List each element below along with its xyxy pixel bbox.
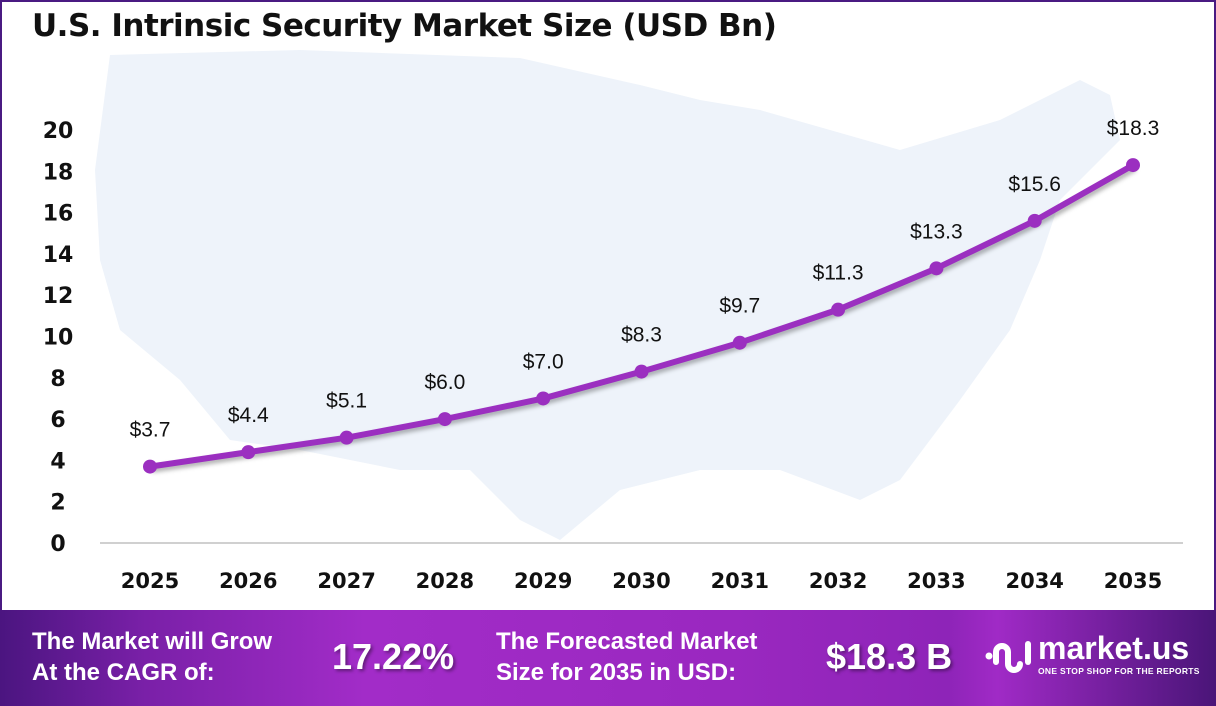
x-tick-label: 2030	[612, 569, 670, 593]
data-point	[536, 391, 551, 406]
y-tick-label: 8	[50, 367, 65, 392]
forecast-label-line2: Size for 2035 in USD:	[496, 659, 737, 686]
data-point	[831, 302, 846, 317]
cagr-label-line2: At the CAGR of:	[32, 659, 215, 686]
x-tick-label: 2029	[514, 569, 572, 593]
data-label: $8.3	[621, 324, 662, 347]
data-label: $6.0	[424, 371, 465, 394]
data-point	[437, 412, 452, 427]
data-point	[634, 364, 649, 379]
market-us-logo[interactable]: market.us ONE STOP SHOP FOR THE REPORTS	[984, 632, 1200, 676]
forecast-label: The Forecasted Market Size for 2035 in U…	[496, 626, 757, 688]
forecast-value: $18.3 B	[826, 636, 953, 677]
x-tick-label: 2026	[219, 569, 277, 593]
data-label: $4.4	[228, 404, 269, 427]
footer-banner: The Market will Grow At the CAGR of: 17.…	[0, 610, 1216, 706]
data-label: $13.3	[910, 220, 963, 243]
cagr-value: 17.22%	[332, 636, 455, 677]
line-chart: 0 2 4 6 8 10 12 14 16 18 20 2025 2026 2027 2028 2029 203…	[43, 50, 1183, 593]
data-label: $11.3	[813, 262, 864, 285]
x-tick-label: 2033	[907, 569, 965, 593]
y-tick-label: 10	[43, 326, 74, 351]
x-tick-label: 2032	[809, 569, 867, 593]
data-point	[1126, 158, 1140, 173]
y-tick-label: 18	[43, 160, 74, 185]
data-label: $3.7	[130, 419, 171, 442]
data-label: $9.7	[719, 295, 760, 318]
data-label: $18.3	[1107, 117, 1160, 140]
forecast-label-line1: The Forecasted Market	[496, 628, 758, 655]
chart-title: U.S. Intrinsic Security Market Size (USD…	[32, 8, 777, 44]
y-tick-label: 0	[50, 532, 65, 557]
y-tick-label: 2	[50, 491, 65, 516]
y-tick-label: 20	[43, 119, 74, 144]
y-tick-label: 6	[50, 408, 65, 433]
y-tick-label: 12	[43, 284, 74, 309]
data-point	[339, 430, 354, 445]
us-map-background	[95, 50, 1120, 540]
logo-tagline: ONE STOP SHOP FOR THE REPORTS	[1038, 666, 1200, 676]
y-tick-label: 4	[50, 449, 65, 474]
x-tick-label: 2025	[121, 569, 179, 593]
x-tick-label: 2035	[1104, 569, 1162, 593]
data-point	[1027, 213, 1042, 228]
x-tick-label: 2034	[1005, 569, 1063, 593]
logo-name: market.us	[1038, 630, 1190, 666]
data-point	[929, 261, 944, 276]
cagr-label: The Market will Grow At the CAGR of:	[32, 626, 272, 688]
x-tick-label: 2027	[317, 569, 375, 593]
y-tick-label: 16	[43, 202, 74, 227]
data-point	[241, 445, 256, 460]
data-label: $7.0	[523, 350, 564, 373]
data-label: $5.1	[326, 390, 367, 413]
y-tick-label: 14	[43, 243, 74, 268]
data-label: $15.6	[1008, 173, 1061, 196]
data-point	[732, 335, 747, 350]
cagr-label-line1: The Market will Grow	[32, 628, 273, 655]
data-point	[143, 459, 157, 474]
market-us-logo-icon	[985, 641, 1031, 673]
x-tick-label: 2031	[711, 569, 769, 593]
x-tick-label: 2028	[416, 569, 474, 593]
